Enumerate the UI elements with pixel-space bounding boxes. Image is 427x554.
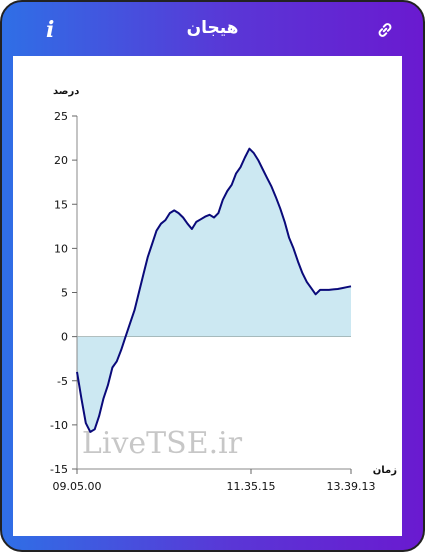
x-axis-label: زمان — [373, 465, 397, 476]
y-tick-label: -10 — [50, 419, 68, 432]
page-title: هیجان — [186, 18, 239, 38]
series-area — [77, 148, 351, 432]
x-tick-label: 13.39.13 — [327, 480, 376, 493]
y-tick-label: 20 — [54, 154, 68, 167]
series-line — [76, 147, 352, 433]
y-tick-label: -15 — [50, 463, 68, 476]
info-icon[interactable]: i — [46, 17, 55, 43]
emotion-chart: LiveTSE.ir درصد زمان 2520151050-5-10-15 … — [50, 86, 397, 493]
y-tick-label: 15 — [54, 198, 68, 211]
y-tick-label: 5 — [61, 287, 68, 300]
area-layer — [77, 148, 351, 432]
link-icon[interactable] — [375, 20, 395, 40]
y-tick-label: 10 — [54, 242, 68, 255]
y-ticks: 25 20 15 10 5 0 -5 -10 -15 — [50, 110, 77, 476]
watermark: LiveTSE.ir — [82, 426, 243, 461]
y-tick-label: 25 — [54, 110, 68, 123]
y-axis-label: درصد — [53, 86, 79, 97]
header-bar: i هیجان — [2, 2, 423, 56]
y-tick-label: -5 — [57, 375, 68, 388]
x-tick-label: 11.35.15 — [227, 480, 276, 493]
x-tick-label: 09.05.00 — [53, 480, 102, 493]
x-ticks: 09.05.00 11.35.15 13.39.13 — [53, 469, 376, 493]
line-layer — [76, 147, 352, 433]
y-tick-label: 0 — [61, 331, 68, 344]
chart-card: LiveTSE.ir درصد زمان 25 20 15 10 5 0 -5 -10 -15 … — [13, 56, 402, 536]
